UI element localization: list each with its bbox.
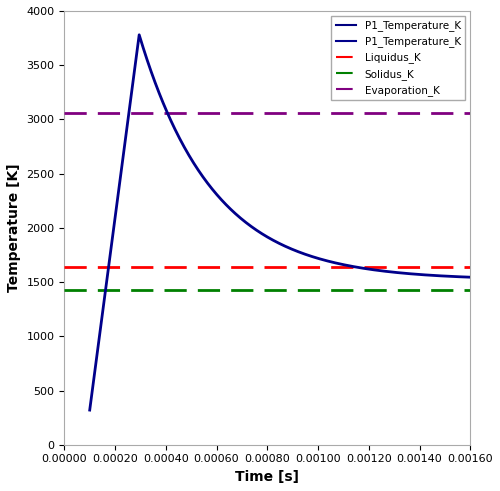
X-axis label: Time [s]: Time [s] bbox=[236, 470, 300, 484]
Legend: P1_Temperature_K, P1_Temperature_K, Liquidus_K, Solidus_K, Evaporation_K: P1_Temperature_K, P1_Temperature_K, Liqu… bbox=[332, 16, 465, 100]
Y-axis label: Temperature [K]: Temperature [K] bbox=[7, 164, 21, 292]
